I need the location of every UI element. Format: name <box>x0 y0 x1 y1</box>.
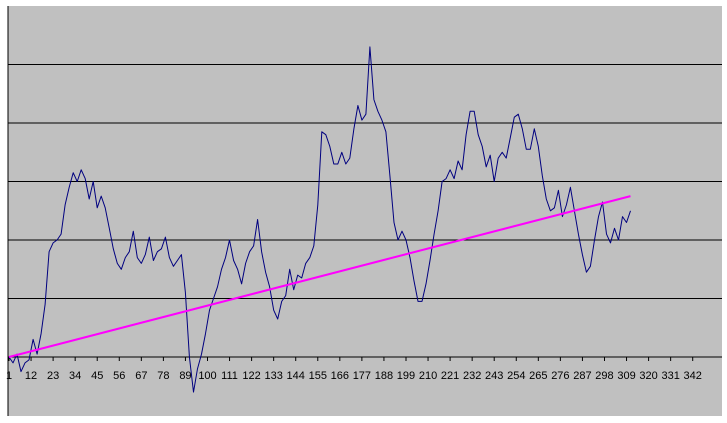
x-ticks <box>8 357 694 361</box>
x-tick-label: 45 <box>91 370 103 382</box>
x-tick-label: 1 <box>6 370 12 382</box>
x-tick-label: 56 <box>113 370 125 382</box>
x-tick-label: 243 <box>485 370 503 382</box>
x-tick-label: 144 <box>287 370 305 382</box>
x-tick-label: 100 <box>198 370 216 382</box>
x-tick-label: 111 <box>221 370 238 382</box>
x-tick-label: 342 <box>684 370 702 382</box>
plot-area <box>8 6 722 416</box>
x-tick-label: 232 <box>463 370 481 382</box>
x-tick-label: 155 <box>309 370 327 382</box>
x-tick-label: 287 <box>573 370 591 382</box>
x-tick-labels: 1 12 23 34 45 56 67 78 89 100 111 122 133 144 155 166 17… <box>6 370 702 382</box>
x-tick-label: 34 <box>69 370 81 382</box>
x-tick-label: 309 <box>617 370 635 382</box>
x-tick-label: 210 <box>419 370 437 382</box>
x-tick-label: 23 <box>47 370 59 382</box>
x-tick-label: 122 <box>242 370 260 382</box>
series-layer <box>8 46 631 393</box>
x-tick-label: 166 <box>331 370 349 382</box>
x-tick-label: 265 <box>529 370 547 382</box>
x-tick-label: 221 <box>441 370 459 382</box>
x-tick-label: 199 <box>397 370 415 382</box>
x-tick-label: 331 <box>661 370 679 382</box>
x-tick-label: 320 <box>639 370 657 382</box>
x-tick-label: 78 <box>157 370 169 382</box>
x-tick-label: 188 <box>375 370 393 382</box>
x-tick-label: 133 <box>264 370 282 382</box>
x-tick-label: 89 <box>179 370 191 382</box>
x-tick-label: 177 <box>353 370 371 382</box>
trend-line-magenta <box>8 195 631 358</box>
x-tick-label: 254 <box>507 370 525 382</box>
x-tick-label: 12 <box>25 370 37 382</box>
gridlines <box>8 64 722 299</box>
x-tick-label: 276 <box>551 370 569 382</box>
series-line-blue <box>8 46 631 393</box>
x-tick-label: 298 <box>595 370 613 382</box>
x-tick-label: 67 <box>135 370 147 382</box>
